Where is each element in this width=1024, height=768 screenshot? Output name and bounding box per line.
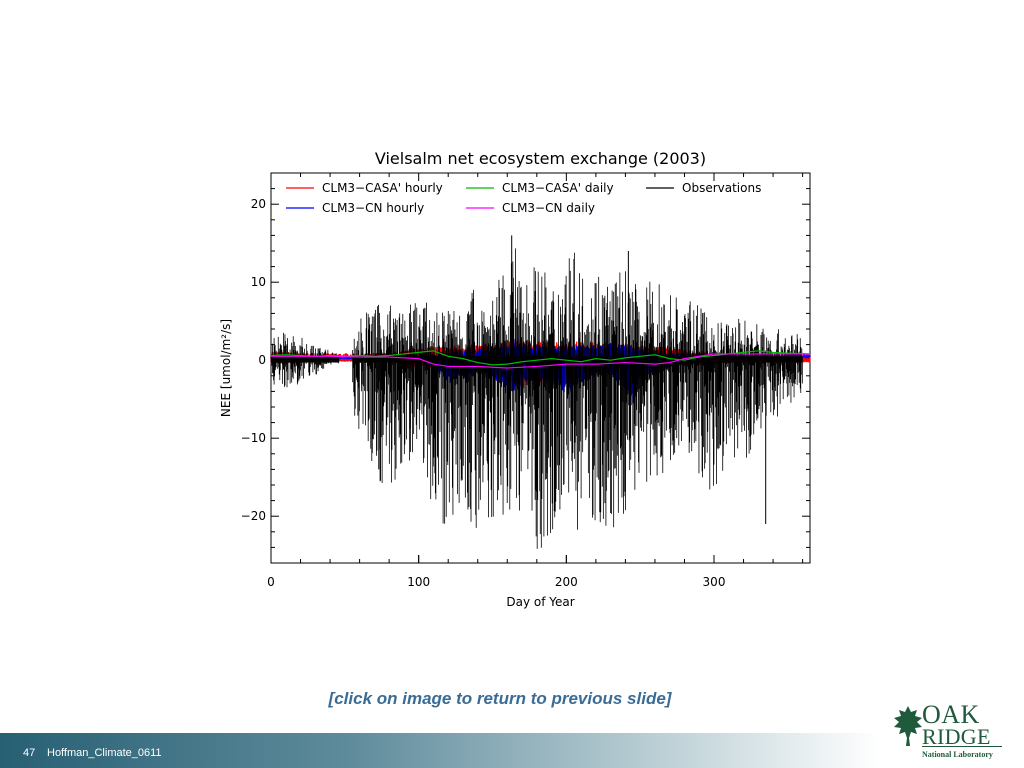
- y-tick-label: 10: [251, 275, 266, 289]
- legend-clm3-casa-daily: CLM3−CASA' daily: [502, 181, 614, 195]
- logo-ridge-text: RIDGE: [922, 724, 991, 749]
- footer-bar: 47 Hoffman_Climate_0611: [0, 733, 880, 768]
- nee-chart[interactable]: Vielsalm net ecosystem exchange (2003) 0 1…: [200, 140, 820, 620]
- slide-number: 47: [23, 747, 36, 759]
- series-clm3-cn-daily: [271, 353, 810, 369]
- x-axis-label: Day of Year: [506, 595, 574, 609]
- x-tick-label: 300: [703, 575, 726, 589]
- deck-name: Hoffman_Climate_0611: [47, 747, 162, 759]
- y-tick-label: 20: [251, 197, 266, 211]
- logo-oak-text: OAK: [922, 700, 980, 729]
- x-tick-label: 0: [267, 575, 275, 589]
- y-tick-label: −10: [241, 431, 266, 445]
- oak-leaf-icon: [894, 706, 922, 746]
- x-tick-label: 200: [555, 575, 578, 589]
- legend-observations: Observations: [682, 181, 761, 195]
- chart-title: Vielsalm net ecosystem exchange (2003): [375, 149, 706, 168]
- y-axis-label: NEE [umol/m²/s]: [219, 319, 233, 417]
- series-observations: [270, 248, 803, 549]
- legend-clm3-cn-daily: CLM3−CN daily: [502, 201, 595, 215]
- logo-subtitle: National Laboratory: [922, 750, 993, 759]
- series-clm3-casa-daily: [270, 350, 811, 366]
- y-tick-label: 0: [258, 353, 266, 367]
- y-tick-label: −20: [241, 509, 266, 523]
- oak-ridge-logo: OAK RIDGE National Laboratory: [892, 700, 1014, 764]
- return-link[interactable]: [click on image to return to previous sl…: [328, 689, 672, 708]
- legend-clm3-casa-hourly: CLM3−CASA' hourly: [322, 181, 443, 195]
- logo-divider: [922, 746, 1002, 747]
- plot-frame: [270, 172, 811, 564]
- x-tick-label: 100: [407, 575, 430, 589]
- legend-clm3-cn-hourly: CLM3−CN hourly: [322, 201, 424, 215]
